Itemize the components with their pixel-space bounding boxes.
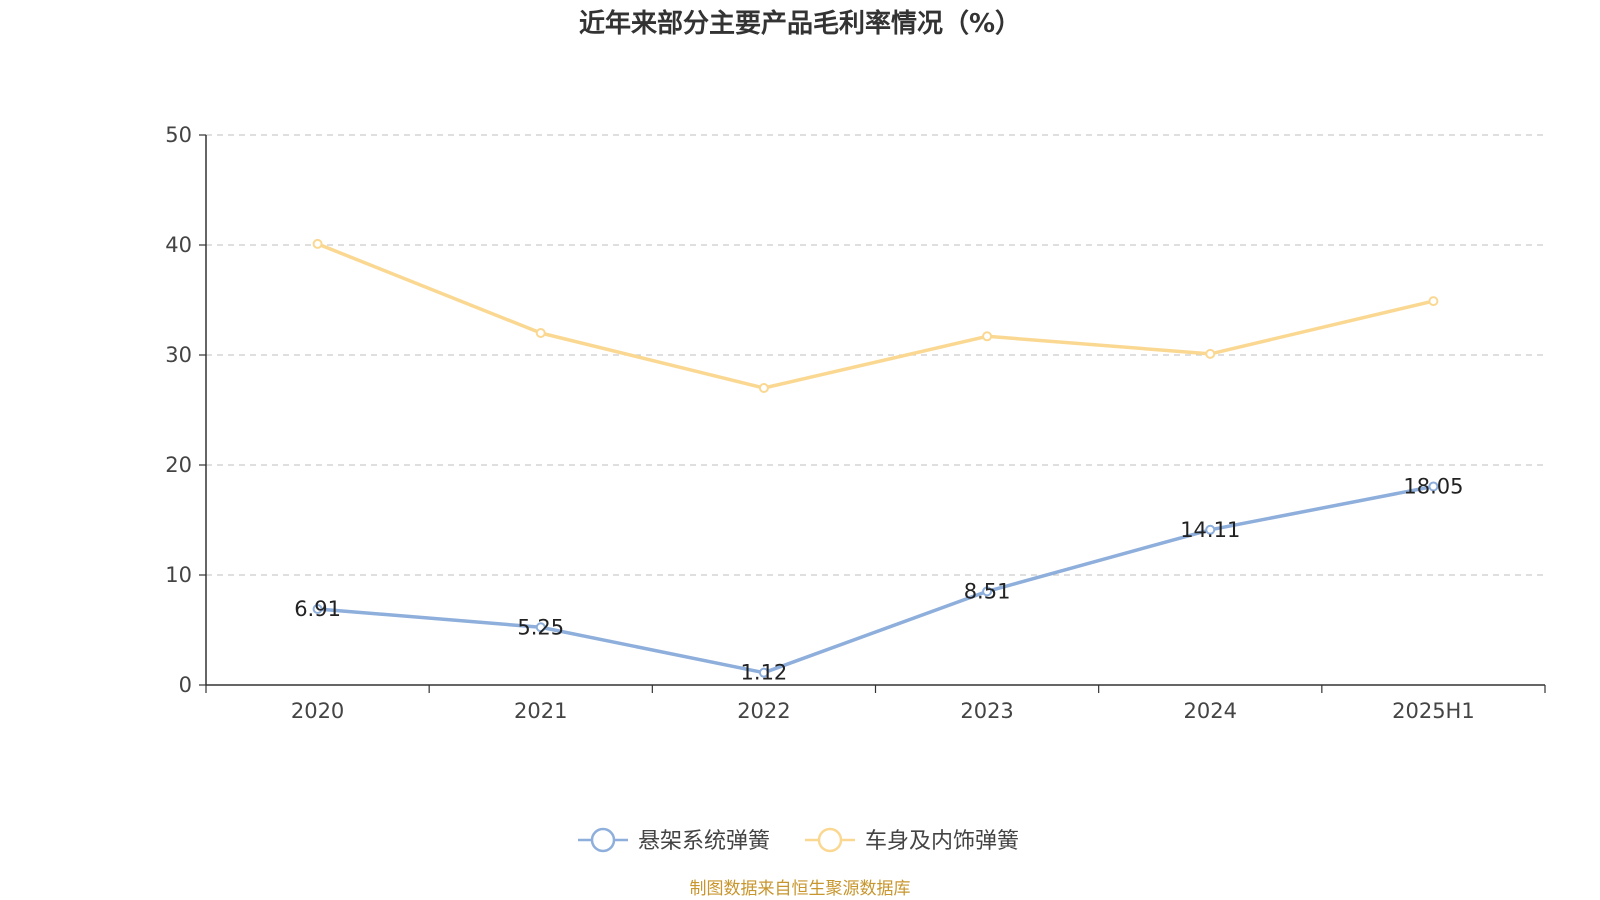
y-tick-label: 20 xyxy=(165,453,192,477)
data-label: 5.25 xyxy=(517,615,564,639)
data-label: 14.11 xyxy=(1180,518,1240,542)
x-tick-label: 2024 xyxy=(1184,699,1237,723)
data-point[interactable] xyxy=(535,622,546,633)
legend[interactable]: 悬架系统弹簧 车身及内饰弹簧 xyxy=(578,827,1019,854)
data-point[interactable] xyxy=(982,331,993,342)
x-tick-label: 2022 xyxy=(737,699,790,723)
data-point[interactable] xyxy=(312,603,323,614)
legend-marker-icon xyxy=(817,827,843,853)
data-point[interactable] xyxy=(982,586,993,597)
data-point[interactable] xyxy=(1428,481,1439,492)
x-tick-label: 2020 xyxy=(291,699,344,723)
source-note: 制图数据来自恒生聚源数据库 xyxy=(690,879,911,899)
data-label: 6.91 xyxy=(294,597,341,621)
data-label: 18.05 xyxy=(1403,474,1463,498)
data-label: 8.51 xyxy=(964,579,1011,603)
series-group xyxy=(312,238,1439,678)
gridlines xyxy=(206,134,1545,576)
x-tick-label: 2025H1 xyxy=(1392,699,1475,723)
x-tick-label: 2023 xyxy=(960,699,1013,723)
chart-title: 近年来部分主要产品毛利率情况（%） xyxy=(579,8,1021,39)
legend-label: 车身及内饰弹簧 xyxy=(865,829,1019,854)
y-tick-label: 40 xyxy=(165,233,192,257)
y-tick-label: 10 xyxy=(165,563,192,587)
y-tick-label: 0 xyxy=(179,673,192,697)
data-point[interactable] xyxy=(1205,524,1216,535)
data-point[interactable] xyxy=(758,667,769,678)
series-line-2 xyxy=(316,242,1434,390)
series-line-1 xyxy=(317,484,1434,675)
legend-item-2[interactable]: 车身及内饰弹簧 xyxy=(805,827,1019,854)
x-tick-label: 2021 xyxy=(514,699,567,723)
y-tick-label: 50 xyxy=(165,123,192,147)
data-point[interactable] xyxy=(535,328,546,338)
legend-label: 悬架系统弹簧 xyxy=(638,829,770,854)
legend-marker-icon xyxy=(590,827,616,853)
data-point[interactable] xyxy=(312,238,323,249)
data-point[interactable] xyxy=(1205,348,1216,359)
axes: 0 10 20 30 40 50 2020 2021 2022 2023 2024 2025H1 xyxy=(165,123,1546,723)
legend-item-1[interactable]: 悬架系统弹簧 xyxy=(578,827,770,854)
data-point[interactable] xyxy=(1428,296,1439,307)
data-labels: 6.91 5.25 1.12 8.51 14.11 18.05 xyxy=(294,474,1463,684)
data-label: 1.12 xyxy=(741,661,788,685)
y-tick-label: 30 xyxy=(165,343,192,367)
data-point[interactable] xyxy=(758,383,769,393)
